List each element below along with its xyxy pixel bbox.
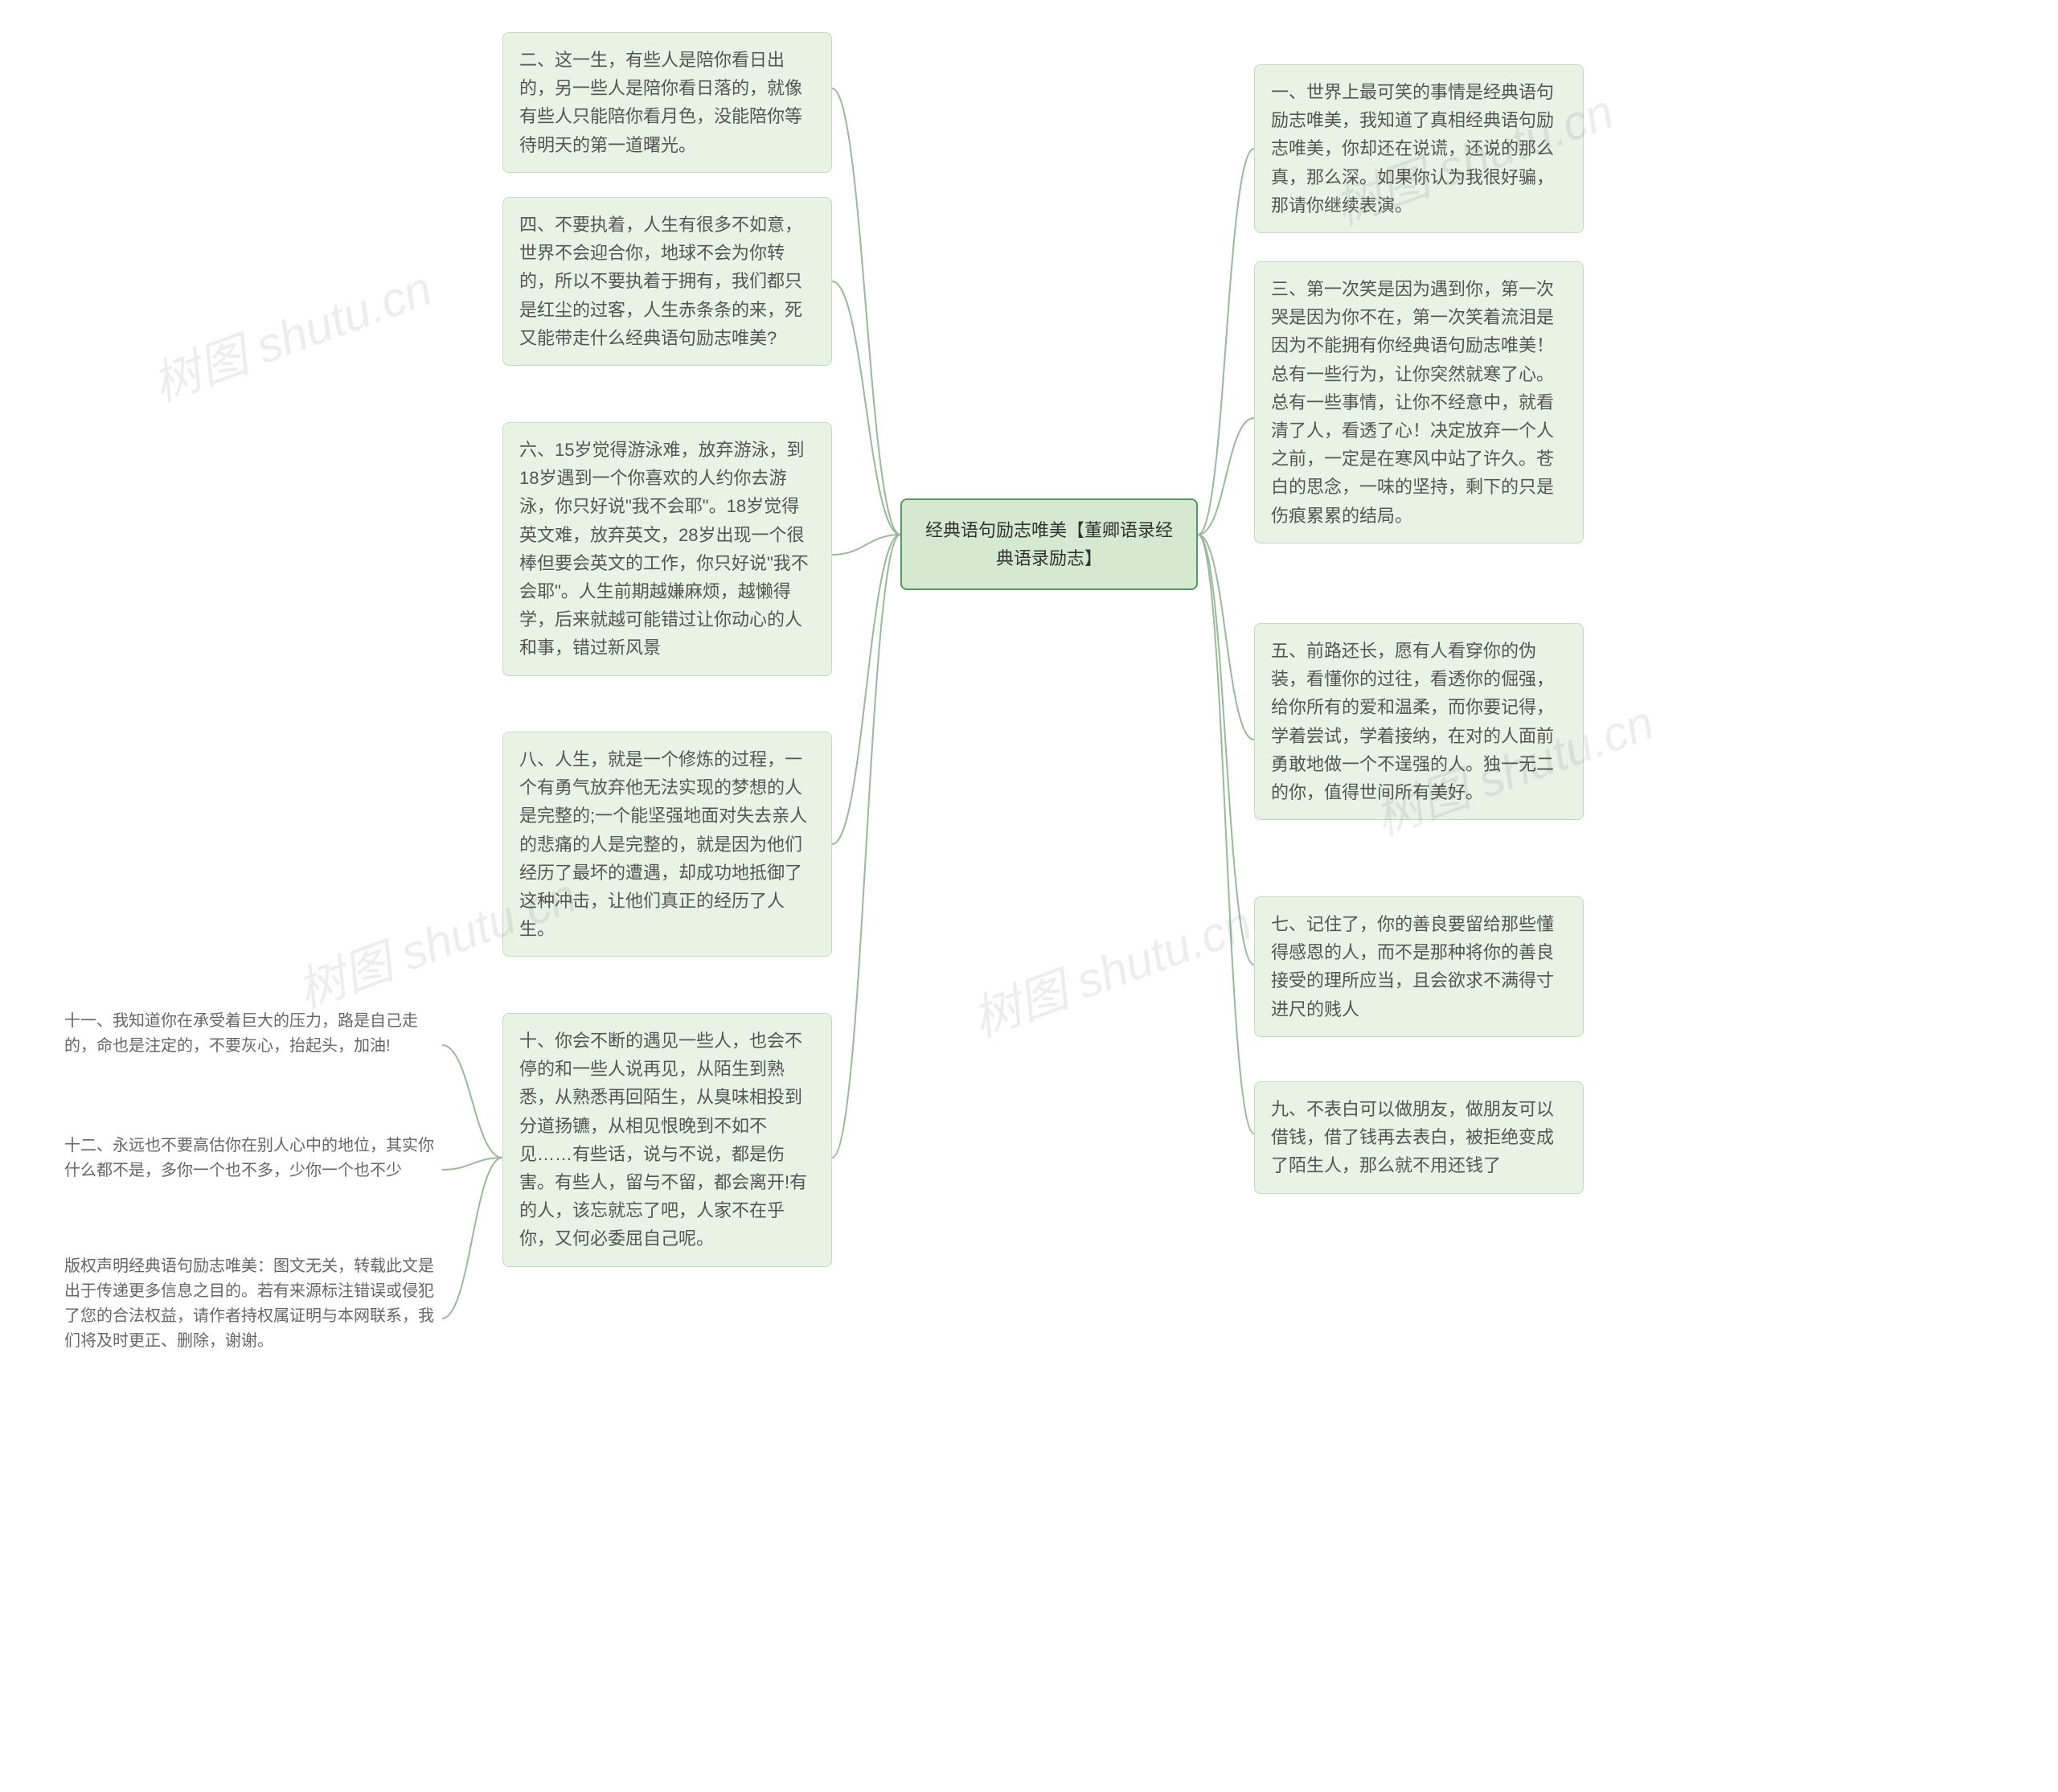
watermark: 树图 shutu.cn [141, 249, 440, 415]
right-branch-9: 九、不表白可以做朋友，做朋友可以借钱，借了钱再去表白，被拒绝变成了陌生人，那么就… [1254, 1081, 1584, 1194]
sub-branch-copyright-text: 版权声明经典语句励志唯美：图文无关，转载此文是出于传递更多信息之目的。若有来源标… [64, 1257, 434, 1350]
connectors-svg [0, 0, 2058, 1792]
mindmap-container: 经典语句励志唯美【董卿语录经典语录励志】 二、这一生，有些人是陪你看日出的，另一… [0, 0, 2058, 1792]
sub-branch-11-text: 十一、我知道你在承受着巨大的压力，路是自己走的，命也是注定的，不要灰心，抬起头，… [64, 1012, 418, 1055]
left-branch-2-text: 二、这一生，有些人是陪你看日出的，另一些人是陪你看日落的，就像有些人只能陪你看月… [519, 50, 802, 155]
left-branch-10: 十、你会不断的遇见一些人，也会不停的和一些人说再见，从陌生到熟悉，从熟悉再回陌生… [502, 1013, 832, 1267]
center-node: 经典语句励志唯美【董卿语录经典语录励志】 [900, 498, 1198, 590]
right-branch-3: 三、第一次笑是因为遇到你，第一次哭是因为你不在，第一次笑着流泪是因为不能拥有你经… [1254, 261, 1584, 543]
watermark: 树图 shutu.cn [961, 884, 1260, 1050]
left-branch-10-text: 十、你会不断的遇见一些人，也会不停的和一些人说再见，从陌生到熟悉，从熟悉再回陌生… [519, 1031, 807, 1249]
center-node-text: 经典语句励志唯美【董卿语录经典语录励志】 [925, 520, 1173, 568]
right-branch-1: 一、世界上最可笑的事情是经典语句励志唯美，我知道了真相经典语句励志唯美，你却还在… [1254, 64, 1584, 233]
left-branch-2: 二、这一生，有些人是陪你看日出的，另一些人是陪你看日落的，就像有些人只能陪你看月… [502, 32, 832, 173]
left-branch-8-text: 八、人生，就是一个修炼的过程，一个有勇气放弃他无法实现的梦想的人是完整的;一个能… [519, 749, 807, 939]
left-branch-6-text: 六、15岁觉得游泳难，放弃游泳，到18岁遇到一个你喜欢的人约你去游泳，你只好说"… [519, 440, 809, 658]
left-branch-4-text: 四、不要执着，人生有很多不如意，世界不会迎合你，地球不会为你转的，所以不要执着于… [519, 215, 802, 348]
sub-branch-copyright: 版权声明经典语句励志唯美：图文无关，转载此文是出于传递更多信息之目的。若有来源标… [64, 1254, 442, 1354]
left-branch-8: 八、人生，就是一个修炼的过程，一个有勇气放弃他无法实现的梦想的人是完整的;一个能… [502, 732, 832, 957]
right-branch-1-text: 一、世界上最可笑的事情是经典语句励志唯美，我知道了真相经典语句励志唯美，你却还在… [1271, 82, 1554, 215]
right-branch-7-text: 七、记住了，你的善良要留给那些懂得感恩的人，而不是那种将你的善良接受的理所应当，… [1271, 914, 1554, 1019]
right-branch-3-text: 三、第一次笑是因为遇到你，第一次哭是因为你不在，第一次笑着流泪是因为不能拥有你经… [1271, 279, 1554, 526]
sub-branch-12-text: 十二、永远也不要高估你在别人心中的地位，其实你什么都不是，多你一个也不多，少你一… [64, 1137, 434, 1179]
left-branch-4: 四、不要执着，人生有很多不如意，世界不会迎合你，地球不会为你转的，所以不要执着于… [502, 197, 832, 366]
right-branch-5: 五、前路还长，愿有人看穿你的伪装，看懂你的过往，看透你的倔强，给你所有的爱和温柔… [1254, 623, 1584, 820]
right-branch-5-text: 五、前路还长，愿有人看穿你的伪装，看懂你的过往，看透你的倔强，给你所有的爱和温柔… [1271, 641, 1554, 802]
left-branch-6: 六、15岁觉得游泳难，放弃游泳，到18岁遇到一个你喜欢的人约你去游泳，你只好说"… [502, 422, 832, 676]
sub-branch-12: 十二、永远也不要高估你在别人心中的地位，其实你什么都不是，多你一个也不多，少你一… [64, 1134, 442, 1183]
right-branch-9-text: 九、不表白可以做朋友，做朋友可以借钱，借了钱再去表白，被拒绝变成了陌生人，那么就… [1271, 1099, 1554, 1175]
right-branch-7: 七、记住了，你的善良要留给那些懂得感恩的人，而不是那种将你的善良接受的理所应当，… [1254, 896, 1584, 1037]
sub-branch-11: 十一、我知道你在承受着巨大的压力，路是自己走的，命也是注定的，不要灰心，抬起头，… [64, 1009, 442, 1059]
